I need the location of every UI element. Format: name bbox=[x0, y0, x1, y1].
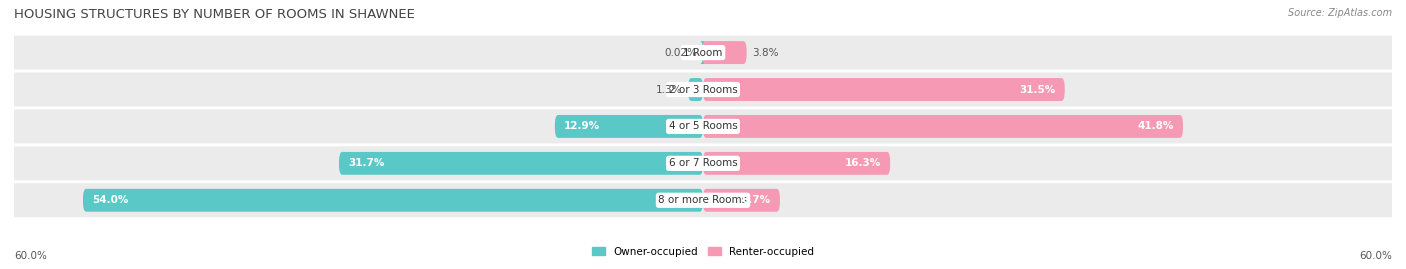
Text: HOUSING STRUCTURES BY NUMBER OF ROOMS IN SHAWNEE: HOUSING STRUCTURES BY NUMBER OF ROOMS IN… bbox=[14, 8, 415, 21]
Text: 6.7%: 6.7% bbox=[741, 195, 770, 205]
Text: 31.5%: 31.5% bbox=[1019, 84, 1056, 94]
Text: Source: ZipAtlas.com: Source: ZipAtlas.com bbox=[1288, 8, 1392, 18]
FancyBboxPatch shape bbox=[555, 115, 703, 138]
Text: 16.3%: 16.3% bbox=[845, 158, 882, 168]
Text: 4 or 5 Rooms: 4 or 5 Rooms bbox=[669, 121, 737, 132]
Text: 8 or more Rooms: 8 or more Rooms bbox=[658, 195, 748, 205]
Text: 6 or 7 Rooms: 6 or 7 Rooms bbox=[669, 158, 737, 168]
Text: 2 or 3 Rooms: 2 or 3 Rooms bbox=[669, 84, 737, 94]
Text: 12.9%: 12.9% bbox=[564, 121, 600, 132]
Text: 0.02%: 0.02% bbox=[664, 48, 697, 58]
FancyBboxPatch shape bbox=[688, 78, 703, 101]
FancyBboxPatch shape bbox=[83, 189, 703, 212]
FancyBboxPatch shape bbox=[0, 73, 1406, 107]
FancyBboxPatch shape bbox=[703, 41, 747, 64]
Text: 31.7%: 31.7% bbox=[349, 158, 385, 168]
Text: 1 Room: 1 Room bbox=[683, 48, 723, 58]
Text: 41.8%: 41.8% bbox=[1137, 121, 1174, 132]
FancyBboxPatch shape bbox=[703, 189, 780, 212]
Text: 1.3%: 1.3% bbox=[655, 84, 682, 94]
FancyBboxPatch shape bbox=[703, 78, 1064, 101]
Text: 60.0%: 60.0% bbox=[1360, 251, 1392, 261]
FancyBboxPatch shape bbox=[703, 115, 1182, 138]
Text: 60.0%: 60.0% bbox=[14, 251, 46, 261]
FancyBboxPatch shape bbox=[0, 36, 1406, 70]
Legend: Owner-occupied, Renter-occupied: Owner-occupied, Renter-occupied bbox=[592, 247, 814, 257]
FancyBboxPatch shape bbox=[339, 152, 703, 175]
FancyBboxPatch shape bbox=[703, 152, 890, 175]
FancyBboxPatch shape bbox=[0, 146, 1406, 180]
FancyBboxPatch shape bbox=[0, 183, 1406, 217]
FancyBboxPatch shape bbox=[0, 109, 1406, 143]
FancyBboxPatch shape bbox=[700, 41, 706, 64]
Text: 3.8%: 3.8% bbox=[752, 48, 779, 58]
Text: 54.0%: 54.0% bbox=[93, 195, 128, 205]
